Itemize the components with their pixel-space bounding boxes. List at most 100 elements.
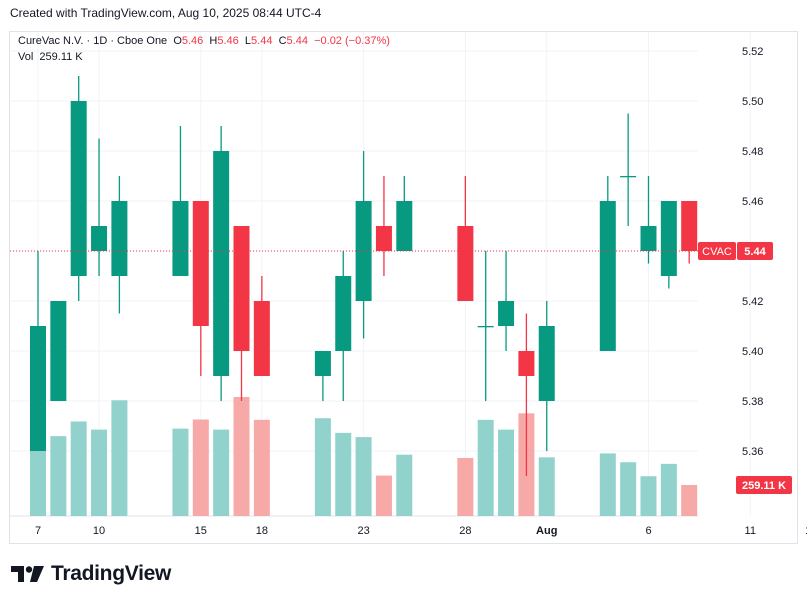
ticker-badge-label: CVAC <box>702 246 732 258</box>
candle <box>213 126 230 401</box>
candle <box>620 113 637 226</box>
candle-body <box>681 201 698 251</box>
candle-body <box>111 201 128 276</box>
volume-bar <box>681 485 698 516</box>
time-tick-label: Aug <box>536 525 557 537</box>
price-tick-label: 5.48 <box>742 146 763 158</box>
candle-body <box>30 326 46 451</box>
candle <box>172 126 189 276</box>
time-tick-label: 6 <box>645 525 651 537</box>
candle-body <box>192 201 209 326</box>
candle <box>30 251 46 451</box>
volume-bar <box>233 397 250 516</box>
volume-legend: Vol 259.11 K <box>18 51 83 63</box>
brand-name: TradingView <box>51 562 172 585</box>
price-tick-label: 5.36 <box>742 446 763 458</box>
candle <box>355 151 372 339</box>
time-tick-label: 28 <box>459 525 471 537</box>
candle-body <box>314 351 331 376</box>
volume-bar <box>355 437 372 516</box>
candles <box>30 76 698 476</box>
candle <box>111 176 128 314</box>
time-tick-label: 7 <box>35 525 41 537</box>
volume-bar <box>314 418 331 516</box>
time-tick-label: 11 <box>745 525 756 537</box>
volume-bar <box>538 457 555 516</box>
candle <box>538 301 555 451</box>
time-tick-label: 10 <box>93 525 105 537</box>
time-axis: 71015182328Aug6111419 <box>35 525 807 537</box>
candle-body <box>233 226 250 351</box>
price-tick-label: 5.50 <box>742 96 763 108</box>
candle <box>50 301 67 401</box>
candle-body <box>518 351 535 376</box>
candle <box>192 201 209 376</box>
low-label: L <box>244 35 252 47</box>
candle-body <box>396 201 413 251</box>
candle <box>640 176 657 264</box>
price-tick-label: 5.38 <box>742 396 763 408</box>
close-label: C <box>278 35 287 47</box>
candle-body <box>172 201 189 276</box>
candle <box>518 313 535 476</box>
price-tick-label: 5.40 <box>742 346 763 358</box>
volume-value: 259.11 K <box>39 51 83 63</box>
time-tick-label: 14 <box>805 525 807 537</box>
volume-badge-bg <box>736 476 792 495</box>
volume-bar <box>640 476 657 516</box>
candle <box>457 176 474 301</box>
candle <box>314 351 331 401</box>
time-tick-label: 18 <box>256 525 268 537</box>
candle <box>91 138 108 276</box>
price-tick-label: 5.52 <box>742 46 763 58</box>
volume-bars <box>30 397 698 516</box>
volume-bar <box>335 432 352 516</box>
candle-body <box>91 226 108 251</box>
price-badge-bg <box>737 242 773 260</box>
open-value: 5.46 <box>181 35 204 47</box>
candle <box>498 251 515 351</box>
price-badge-label: 5.44 <box>744 246 766 258</box>
candle-body <box>70 101 87 276</box>
candle-body <box>477 326 494 328</box>
volume-bar <box>375 475 392 516</box>
price-tick-label: 5.46 <box>742 196 763 208</box>
volume-label: Vol <box>18 51 34 63</box>
candle-body <box>498 301 515 326</box>
grid <box>10 32 751 517</box>
volume-bar <box>111 400 128 516</box>
candle-body <box>355 201 372 301</box>
volume-bar <box>660 463 677 516</box>
created-note: Created with TradingView.com, Aug 10, 20… <box>10 6 322 20</box>
candle <box>233 226 250 401</box>
tradingview-brand[interactable]: TradingView <box>11 562 171 586</box>
volume-bar <box>91 429 108 516</box>
change-value: −0.02 (−0.37%) <box>314 35 390 47</box>
high-value: 5.46 <box>217 35 239 47</box>
candle <box>599 176 616 351</box>
chart-frame <box>9 31 798 544</box>
volume-bar <box>70 421 87 516</box>
volume-bar <box>253 419 270 516</box>
candle <box>477 251 494 401</box>
time-tick-label: 15 <box>195 525 207 537</box>
candle-body <box>213 151 230 376</box>
close-value: 5.44 <box>286 35 308 47</box>
volume-bar <box>30 431 46 516</box>
volume-bar <box>192 419 209 516</box>
axis-badges: CVAC 5.44 259.11 K <box>698 242 792 495</box>
candle-body <box>599 201 616 351</box>
candle-body <box>538 326 555 401</box>
candle-body <box>660 201 677 276</box>
volume-bar <box>172 428 189 516</box>
candle-body <box>253 301 270 376</box>
candle <box>375 176 392 276</box>
candle <box>70 76 87 301</box>
tradingview-logo-icon <box>11 566 44 582</box>
candle-body <box>620 176 637 178</box>
candle <box>335 251 352 401</box>
volume-bar <box>50 436 67 516</box>
low-value: 5.44 <box>251 35 273 47</box>
candle-body <box>50 301 67 401</box>
